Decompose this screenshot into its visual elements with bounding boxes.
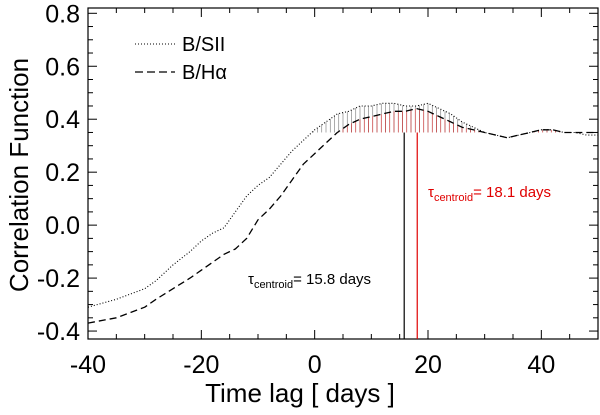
y-tick-label-5: 0.6 — [45, 53, 80, 81]
centroid-bsii-value: = 15.8 days — [293, 271, 371, 288]
legend-label-bha: B/Hα — [182, 62, 227, 84]
y-tick-label-2: 0.0 — [45, 212, 80, 240]
centroid-bha-subscript: centroid — [434, 192, 473, 204]
x-tick-label-0: -40 — [70, 351, 106, 379]
plot-frame — [87, 7, 599, 340]
x-axis-label: Time lag [ days ] — [205, 378, 395, 408]
centroid-bha-value: = 18.1 days — [473, 184, 551, 201]
x-tick-label-3: 20 — [414, 351, 442, 379]
legend-label-bsii: B/SII — [182, 34, 225, 56]
y-tick-label-3: 0.2 — [45, 159, 80, 187]
hatch-layer — [312, 103, 561, 133]
centroid-layer — [403, 132, 418, 339]
y-axis-label: Correlation Function — [4, 58, 34, 292]
x-tick-label-2: 0 — [308, 351, 322, 379]
centroid-annotation-bha: τcentroid= 18.1 days — [428, 184, 551, 204]
y-tick-label-1: -0.2 — [37, 265, 80, 293]
x-tick-label-4: 40 — [527, 351, 555, 379]
x-tick-label-1: -20 — [183, 351, 219, 379]
series-layer — [87, 102, 598, 324]
y-tick-label-4: 0.4 — [45, 106, 80, 134]
y-tick-label-0: -0.4 — [37, 318, 80, 346]
centroid-bha-symbol: τ — [428, 184, 434, 201]
centroid-bsii-subscript: centroid — [254, 279, 293, 291]
tick-layer: -40 -20 0 20 40 -0.4 -0.2 0.0 0.2 0.4 0.6 0.8 — [37, 0, 599, 379]
series-line-bha — [87, 107, 598, 324]
series-line-bsii — [87, 102, 598, 308]
centroid-annotation-bsii: τcentroid= 15.8 days — [248, 271, 371, 291]
centroid-bsii-symbol: τ — [248, 271, 254, 288]
legend: B/SII B/Hα — [135, 34, 227, 84]
y-tick-label-6: 0.8 — [45, 0, 80, 28]
